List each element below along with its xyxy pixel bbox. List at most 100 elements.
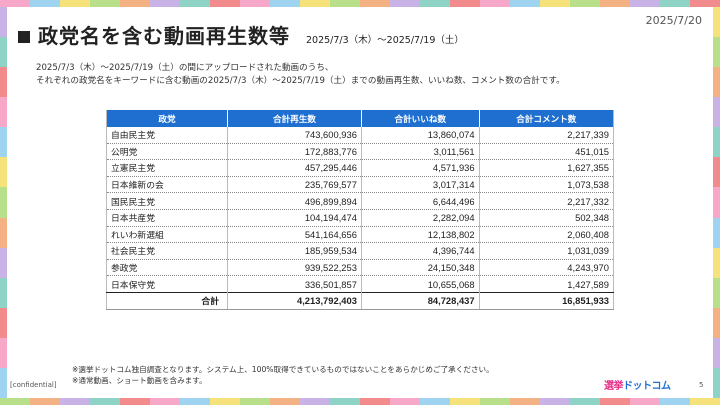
likes-cell: 13,860,074 [361,127,480,144]
border-tile [390,0,420,7]
slide-date: 2025/7/20 [645,14,702,27]
border-tile [420,398,450,405]
border-tile [420,0,450,7]
likes-cell: 10,655,068 [361,275,480,293]
table-header-row: 政党 合計再生数 合計いいね数 合計コメント数 [106,110,614,127]
border-tile [0,217,7,248]
brand-logo: 選挙ドットコム [604,377,671,392]
likes-cell: 4,396,744 [361,242,480,260]
border-tile [713,307,720,338]
border-tile [360,398,390,405]
views-cell: 541,164,656 [227,226,362,244]
table-row: 公明党 172,883,776 3,011,561 451,015 [106,143,614,161]
likes-cell: 3,011,561 [361,143,480,161]
table-row: れいわ新選組 541,164,656 12,138,802 2,060,408 [106,226,614,244]
border-tile [480,398,510,405]
border-tile [690,0,720,7]
page-title: 政党名を含む動画再生数等 [38,24,290,48]
border-tile [270,398,300,405]
border-tile [390,398,420,405]
views-cell: 235,769,577 [227,176,362,194]
table-row: 立憲民主党 457,295,446 4,571,936 1,627,355 [106,159,614,177]
border-tile [240,0,270,7]
border-tile [600,398,630,405]
border-top [0,0,720,7]
border-tile [0,127,7,158]
party-cell: れいわ新選組 [106,226,228,244]
party-cell: 社会民主党 [106,242,228,260]
comments-cell: 4,243,970 [479,259,614,277]
total-row: 合計 4,213,792,403 84,728,437 16,851,933 [106,291,614,310]
border-tile [630,0,660,7]
border-tile [713,97,720,128]
border-tile [0,367,7,399]
border-tile [210,0,240,7]
border-tile [330,398,360,405]
border-tile [0,307,7,338]
likes-cell: 24,150,348 [361,259,480,277]
border-tile [660,398,690,405]
border-tile [360,0,390,7]
comments-cell: 1,073,538 [479,176,614,194]
border-bottom [0,398,720,405]
border-tile [713,67,720,98]
comments-cell: 2,217,339 [479,127,614,144]
description-line-1: 2025/7/3（木）～2025/7/19（土）の間にアップロードされた動画のう… [36,63,334,73]
comments-cell: 1,627,355 [479,159,614,177]
border-tile [0,97,7,128]
title-bullet-icon [18,31,30,43]
footnotes: ※選挙ドットコム独自調査となります。システム上、100%取得できているものではな… [72,364,494,386]
views-cell: 743,600,936 [227,127,362,144]
total-views-cell: 4,213,792,403 [227,291,362,310]
border-tile [570,398,600,405]
views-cell: 104,194,474 [227,209,362,227]
border-tile [330,0,360,7]
border-tile [0,337,7,368]
party-cell: 日本維新の会 [106,176,228,194]
party-cell: 国民民主党 [106,192,228,210]
border-right [713,7,720,399]
border-tile [713,37,720,68]
border-tile [660,0,690,7]
likes-cell: 6,644,496 [361,192,480,210]
table-row: 日本維新の会 235,769,577 3,017,314 1,073,538 [106,176,614,194]
logo-text-part-2: ドットコム [623,381,671,392]
comments-cell: 2,060,408 [479,226,614,244]
views-cell: 185,959,534 [227,242,362,260]
border-tile [270,0,300,7]
views-cell: 172,883,776 [227,143,362,161]
footnote-2: ※通常動画、ショート動画を含みます。 [72,376,207,385]
border-tile [0,67,7,98]
border-tile [150,0,180,7]
border-tile [713,157,720,188]
border-tile [713,367,720,399]
border-tile [480,0,510,7]
border-tile [60,398,90,405]
border-tile [0,398,30,405]
party-cell: 立憲民主党 [106,159,228,177]
border-tile [90,0,120,7]
total-likes-cell: 84,728,437 [361,291,480,310]
table-row: 日本保守党 336,501,857 10,655,068 1,427,589 [106,275,614,293]
views-cell: 457,295,446 [227,159,362,177]
column-header-likes: 合計いいね数 [361,110,480,127]
comments-cell: 451,015 [479,143,614,161]
views-cell: 939,522,253 [227,259,362,277]
border-tile [713,187,720,218]
views-cell: 496,899,894 [227,192,362,210]
likes-cell: 4,571,936 [361,159,480,177]
border-tile [300,0,330,7]
table-row: 自由民主党 743,600,936 13,860,074 2,217,339 [106,127,614,144]
table-row: 参政党 939,522,253 24,150,348 4,243,970 [106,259,614,277]
border-tile [30,0,60,7]
border-tile [713,7,720,38]
border-tile [450,0,480,7]
border-tile [240,398,270,405]
results-table: 政党 合計再生数 合計いいね数 合計コメント数 自由民主党 743,600,93… [106,110,614,310]
description: 2025/7/3（木）～2025/7/19（土）の間にアップロードされた動画のう… [36,62,565,88]
border-tile [0,247,7,278]
border-tile [713,247,720,278]
total-comments-cell: 16,851,933 [479,291,614,310]
comments-cell: 1,427,589 [479,275,614,293]
